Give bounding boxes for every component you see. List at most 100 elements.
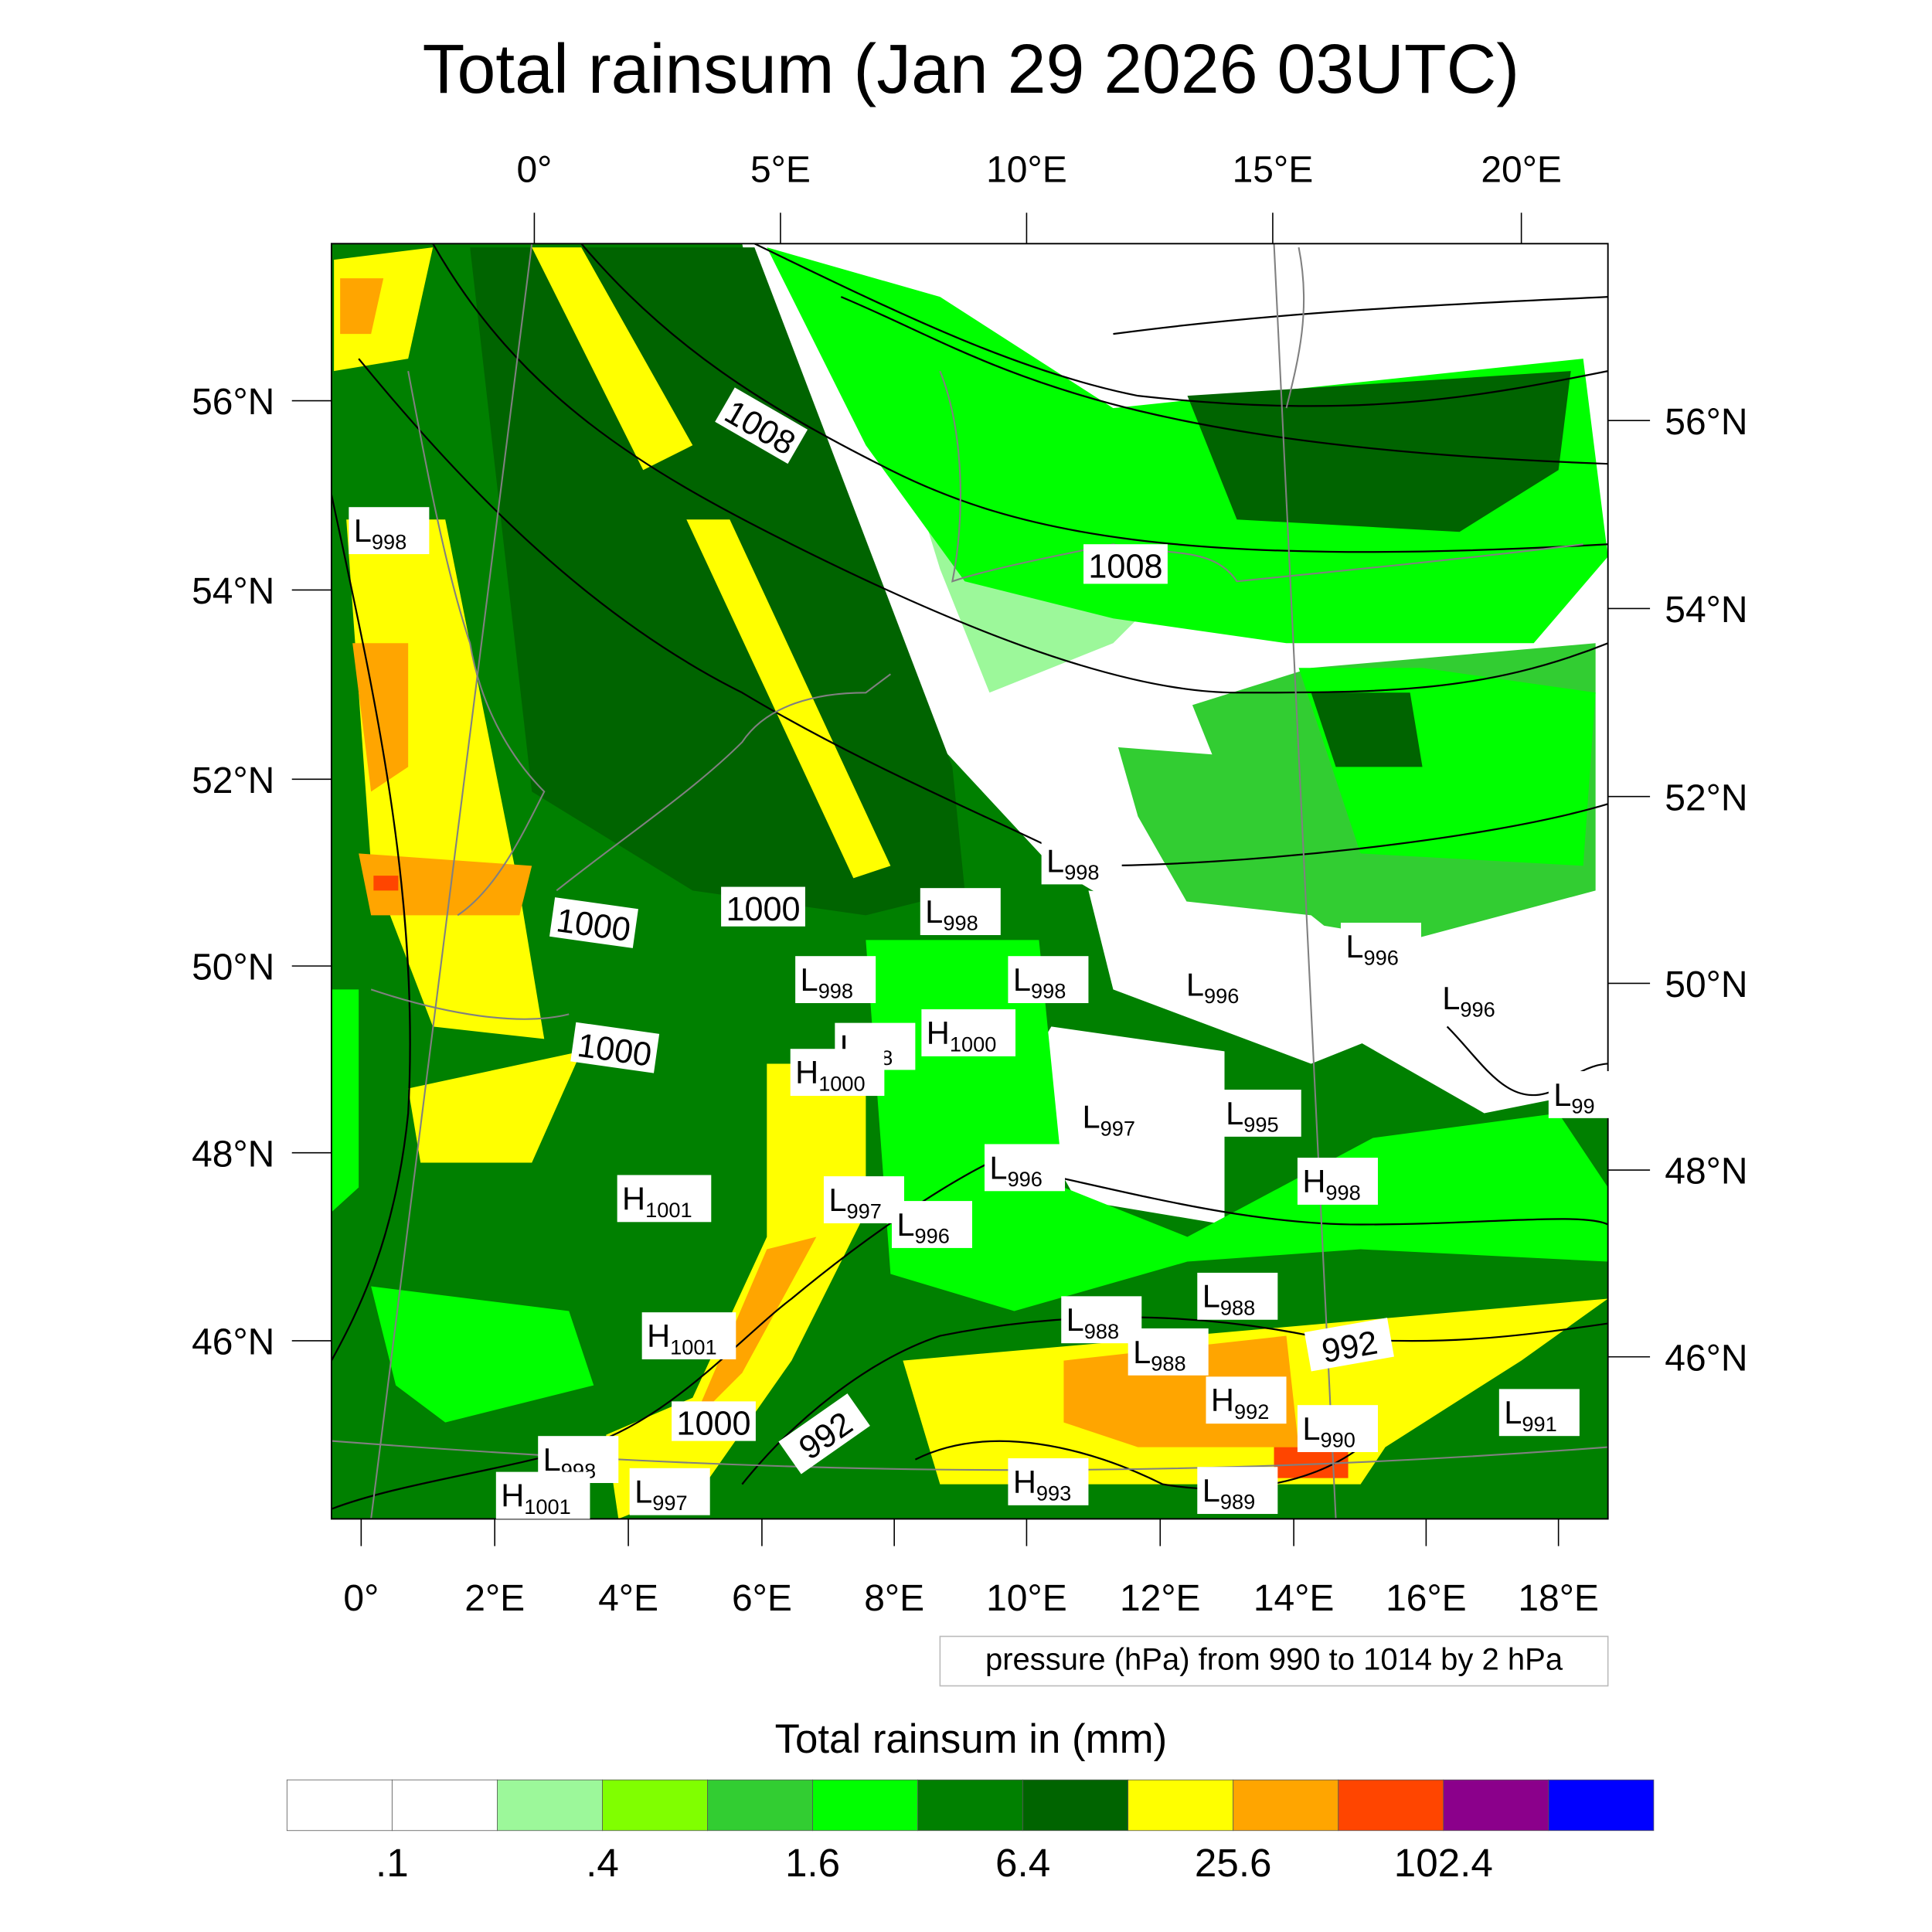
pressure-center-high: H1000: [921, 1009, 1016, 1056]
bottom-longitude-label: 14°E: [1253, 1578, 1335, 1619]
top-longitude-label: 20°E: [1481, 149, 1562, 190]
colorbar-label: 6.4: [995, 1841, 1050, 1885]
figure-title: Total rainsum (Jan 29 2026 03UTC): [423, 30, 1520, 107]
pressure-center-low: L995: [1220, 1090, 1301, 1137]
right-latitude-label: 54°N: [1665, 590, 1747, 631]
bottom-longitude-label: 12°E: [1120, 1578, 1201, 1619]
pressure-center-low: L997: [629, 1468, 710, 1515]
colorbar-swatch: [1233, 1779, 1339, 1832]
colorbar-swatch: [602, 1779, 708, 1832]
svg-text:L988: L988: [1202, 1278, 1256, 1320]
colorbar: .1 .4 1.6 6.4 25.6 102.4: [286, 1779, 1655, 1885]
pressure-center-low: L988: [1128, 1328, 1209, 1376]
colorbar-swatch: [707, 1779, 813, 1832]
colorbar-swatch: [1443, 1779, 1549, 1832]
svg-text:L991: L991: [1504, 1394, 1557, 1436]
bottom-longitude-label: 16°E: [1386, 1578, 1467, 1619]
colorbar-swatch: [1128, 1779, 1234, 1832]
svg-text:L988: L988: [1133, 1334, 1186, 1376]
pressure-center-low: L996: [985, 1144, 1066, 1192]
svg-text:L995: L995: [1226, 1095, 1279, 1137]
map-frame: [330, 243, 1609, 1520]
pressure-center-high: H992: [1206, 1376, 1287, 1424]
pressure-center-low: L998: [795, 956, 876, 1004]
colorbar-label: 102.4: [1394, 1841, 1493, 1885]
left-latitude-label: 50°N: [192, 947, 274, 988]
right-latitude-label: 50°N: [1665, 964, 1747, 1005]
left-latitude-label: 52°N: [192, 760, 274, 801]
bottom-longitude-label: 6°E: [732, 1578, 792, 1619]
svg-text:H1000: H1000: [795, 1054, 866, 1096]
rainfall-field: [331, 243, 1608, 1519]
pressure-center-low: L989: [1197, 1467, 1278, 1515]
svg-text:H1001: H1001: [647, 1318, 717, 1359]
pressure-center-low: L991: [1498, 1389, 1580, 1437]
axis-ticks: 0° 5°E 10°E 15°E 20°E 0° 2°E 4°E 6°E 8°E 10°E 12°E 1…: [192, 149, 1747, 1619]
top-longitude-label: 5°E: [750, 149, 811, 190]
isobar-label: 1000: [726, 891, 800, 928]
svg-text:L996: L996: [1442, 980, 1495, 1022]
svg-text:H1000: H1000: [927, 1015, 997, 1056]
pressure-center-low: L99: [1548, 1071, 1616, 1118]
pressure-center-low: L996: [891, 1201, 973, 1248]
left-latitude-label: 56°N: [192, 382, 274, 423]
pressure-center-low: L996: [1181, 961, 1262, 1009]
colorbar-swatch: [391, 1779, 498, 1832]
svg-text:H1001: H1001: [622, 1180, 692, 1222]
svg-text:L989: L989: [1202, 1472, 1256, 1514]
left-latitude-label: 46°N: [192, 1322, 274, 1363]
pressure-center-high: H1000: [790, 1049, 885, 1097]
bottom-longitude-label: 8°E: [864, 1578, 924, 1619]
svg-text:L998: L998: [801, 961, 854, 1003]
top-longitude-label: 10°E: [986, 149, 1067, 190]
colorbar-label: 1.6: [785, 1841, 840, 1885]
svg-text:L988: L988: [1066, 1301, 1120, 1343]
svg-text:L996: L996: [896, 1206, 950, 1248]
pressure-center-low: L997: [823, 1176, 904, 1223]
left-latitude-label: 48°N: [192, 1134, 274, 1175]
svg-text:L997: L997: [634, 1474, 688, 1515]
legend-title: Total rainsum in (mm): [775, 1716, 1168, 1762]
bottom-longitude-label: 0°: [343, 1578, 379, 1619]
pressure-centers: L998 L998 L998 L996 L998 L998 L996 L996 H1000 L99…: [349, 507, 1616, 1519]
svg-text:L998: L998: [1013, 961, 1066, 1003]
colorbar-swatch: [1022, 1779, 1129, 1832]
contour-note-box: pressure (hPa) from 990 to 1014 by 2 hPa: [939, 1635, 1609, 1687]
svg-text:L997: L997: [828, 1182, 882, 1223]
bottom-longitude-label: 4°E: [598, 1578, 658, 1619]
colorbar-label: 25.6: [1195, 1841, 1272, 1885]
pressure-center-high: H998: [1297, 1158, 1378, 1205]
pressure-center-low: L998: [1008, 956, 1089, 1004]
pressure-center-low: L996: [1340, 922, 1421, 970]
pressure-center-low: L998: [920, 888, 1001, 935]
right-latitude-label: 48°N: [1665, 1151, 1747, 1192]
svg-text:L998: L998: [925, 893, 978, 935]
bottom-longitude-label: 2°E: [464, 1578, 525, 1619]
top-longitude-label: 0°: [516, 149, 552, 190]
pressure-center-low: L998: [349, 507, 430, 555]
svg-text:L996: L996: [1186, 966, 1240, 1008]
svg-text:L990: L990: [1302, 1410, 1355, 1452]
right-latitude-label: 46°N: [1665, 1338, 1747, 1379]
svg-text:H992: H992: [1211, 1382, 1269, 1423]
bottom-longitude-label: 18°E: [1518, 1578, 1599, 1619]
pressure-center-high: H1001: [495, 1471, 590, 1519]
pressure-center-low: L996: [1437, 975, 1518, 1022]
contour-note: pressure (hPa) from 990 to 1014 by 2 hPa: [985, 1643, 1563, 1677]
right-latitude-label: 56°N: [1665, 402, 1747, 443]
svg-text:L998: L998: [354, 512, 407, 554]
svg-text:L996: L996: [989, 1149, 1043, 1191]
svg-text:H1001: H1001: [501, 1477, 571, 1519]
colorbar-label: .1: [376, 1841, 409, 1885]
pressure-center-high: H1001: [617, 1175, 712, 1223]
colorbar-swatch: [1338, 1779, 1444, 1832]
isobar-label: 1000: [676, 1406, 750, 1443]
pressure-center-high: H993: [1008, 1458, 1089, 1505]
svg-text:H993: H993: [1013, 1464, 1071, 1505]
colorbar-label: .4: [586, 1841, 619, 1885]
bottom-longitude-label: 10°E: [986, 1578, 1067, 1619]
colorbar-swatch: [917, 1779, 1024, 1832]
right-latitude-label: 52°N: [1665, 777, 1747, 818]
